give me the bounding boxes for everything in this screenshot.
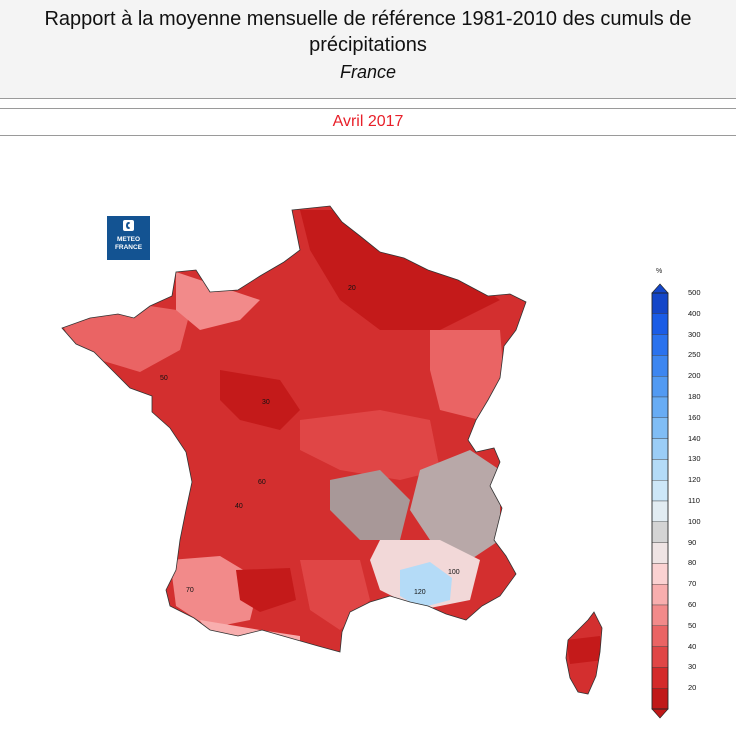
zone-east-light <box>430 330 504 420</box>
zone-center-mid <box>300 410 440 480</box>
map-contour-labels: 100 120 40 50 30 20 60 70 <box>160 285 460 596</box>
map-subtitle: France <box>339 62 397 82</box>
period-label: Avril 2017 <box>332 113 404 130</box>
contour-label: 70 <box>186 587 194 594</box>
legend-colorbar <box>651 283 669 719</box>
legend-tick-label: 110 <box>688 496 700 505</box>
legend-tick-label: 90 <box>688 537 697 547</box>
meteo-france-emblem-icon <box>123 220 134 231</box>
legend-swatch <box>651 604 669 626</box>
legend-swatch <box>651 480 669 502</box>
legend-tick-label: 140 <box>688 433 701 443</box>
legend-swatch <box>651 625 669 647</box>
legend-tick-label: 30 <box>688 662 697 672</box>
legend-tick-label: 500 <box>688 288 701 297</box>
legend-swatch <box>651 438 669 460</box>
legend-tick-label: 60 <box>688 600 697 609</box>
zone-rhone-grey <box>330 470 410 540</box>
legend-tick-label: 100 <box>688 516 701 526</box>
legend-swatch <box>651 334 669 356</box>
zone-provence-blue <box>400 562 452 608</box>
legend-tick-label: 20 <box>688 683 697 693</box>
legend-tick-label: 300 <box>688 329 701 339</box>
legend-swatch <box>651 355 669 377</box>
legend-tick-label: 180 <box>688 392 701 401</box>
zone-brittany-light <box>62 306 190 372</box>
legend-top-arrow-icon <box>651 283 669 294</box>
zone-west-dark <box>220 370 300 430</box>
legend-tick-label: 120 <box>688 475 701 485</box>
legend-tick-label: 250 <box>688 350 701 360</box>
mainland-france <box>61 205 527 653</box>
legend-swatch <box>651 417 669 439</box>
header-panel: Rapport à la moyenne mensuelle de référe… <box>0 0 736 99</box>
period-bar: Avril 2017 <box>0 108 736 136</box>
zone-southwest-dark <box>236 568 296 612</box>
legend-swatch <box>651 584 669 606</box>
zone-alps-grey <box>410 450 500 560</box>
legend-swatch <box>651 292 669 314</box>
legend-swatch <box>651 313 669 335</box>
legend-tick-label: 400 <box>688 308 701 318</box>
legend-swatch <box>651 396 669 418</box>
contour-label: 20 <box>348 285 356 292</box>
legend-tick-label: 160 <box>688 412 701 422</box>
zone-normandy-light <box>176 272 260 330</box>
contour-label: 30 <box>262 399 270 406</box>
legend-swatch <box>651 376 669 398</box>
corsica <box>565 611 603 695</box>
logo-line2: FRANCE <box>114 244 143 251</box>
zone-north-dark <box>300 210 500 330</box>
legend-tick-label: 80 <box>688 558 697 568</box>
contour-label: 120 <box>414 589 426 596</box>
meteo-france-logo: METEO FRANCE <box>107 216 150 260</box>
legend-unit: % <box>656 268 663 275</box>
legend-tick-label: 40 <box>688 641 697 651</box>
legend-tick-label: 70 <box>688 579 697 589</box>
legend-swatch <box>651 646 669 668</box>
map-title: Rapport à la moyenne mensuelle de référe… <box>44 8 692 56</box>
legend-swatch <box>651 459 669 481</box>
legend-swatch <box>651 563 669 585</box>
legend-swatch <box>651 688 669 710</box>
legend-outline <box>651 292 669 710</box>
legend-tick-label: 50 <box>688 620 697 630</box>
legend-tick-label: 130 <box>688 454 701 464</box>
legend-swatch <box>651 542 669 564</box>
legend-bottom-arrow-icon <box>651 708 669 719</box>
contour-label: 40 <box>235 503 243 510</box>
legend-swatch <box>651 521 669 543</box>
legend-swatch <box>651 667 669 689</box>
contour-label: 60 <box>258 479 266 486</box>
contour-label: 50 <box>160 375 168 382</box>
logo-line1: METEO <box>116 236 141 243</box>
legend-swatch <box>651 500 669 522</box>
legend-tick-label: 200 <box>688 371 701 381</box>
contour-label: 100 <box>448 569 460 576</box>
